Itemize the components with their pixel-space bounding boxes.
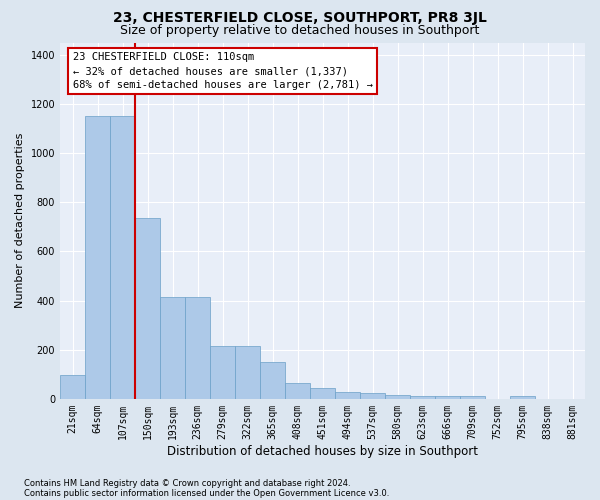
Bar	[435, 396, 460, 399]
Bar	[460, 396, 485, 399]
Text: 23, CHESTERFIELD CLOSE, SOUTHPORT, PR8 3JL: 23, CHESTERFIELD CLOSE, SOUTHPORT, PR8 3…	[113, 11, 487, 25]
Y-axis label: Number of detached properties: Number of detached properties	[15, 133, 25, 308]
Bar	[310, 388, 335, 399]
Bar	[135, 218, 160, 399]
Bar	[260, 362, 285, 399]
Bar	[110, 116, 135, 399]
Bar	[335, 392, 360, 399]
Bar	[60, 376, 85, 399]
Bar	[410, 396, 435, 399]
Bar	[235, 346, 260, 399]
Bar	[185, 297, 210, 399]
Bar	[210, 346, 235, 399]
Bar	[360, 392, 385, 399]
Bar	[385, 395, 410, 399]
Bar	[285, 383, 310, 399]
Text: Size of property relative to detached houses in Southport: Size of property relative to detached ho…	[121, 24, 479, 37]
Text: Contains public sector information licensed under the Open Government Licence v3: Contains public sector information licen…	[24, 488, 389, 498]
Text: Contains HM Land Registry data © Crown copyright and database right 2024.: Contains HM Land Registry data © Crown c…	[24, 478, 350, 488]
Bar	[85, 116, 110, 399]
Bar	[510, 396, 535, 399]
Bar	[160, 297, 185, 399]
Text: 23 CHESTERFIELD CLOSE: 110sqm
← 32% of detached houses are smaller (1,337)
68% o: 23 CHESTERFIELD CLOSE: 110sqm ← 32% of d…	[73, 52, 373, 90]
X-axis label: Distribution of detached houses by size in Southport: Distribution of detached houses by size …	[167, 444, 478, 458]
